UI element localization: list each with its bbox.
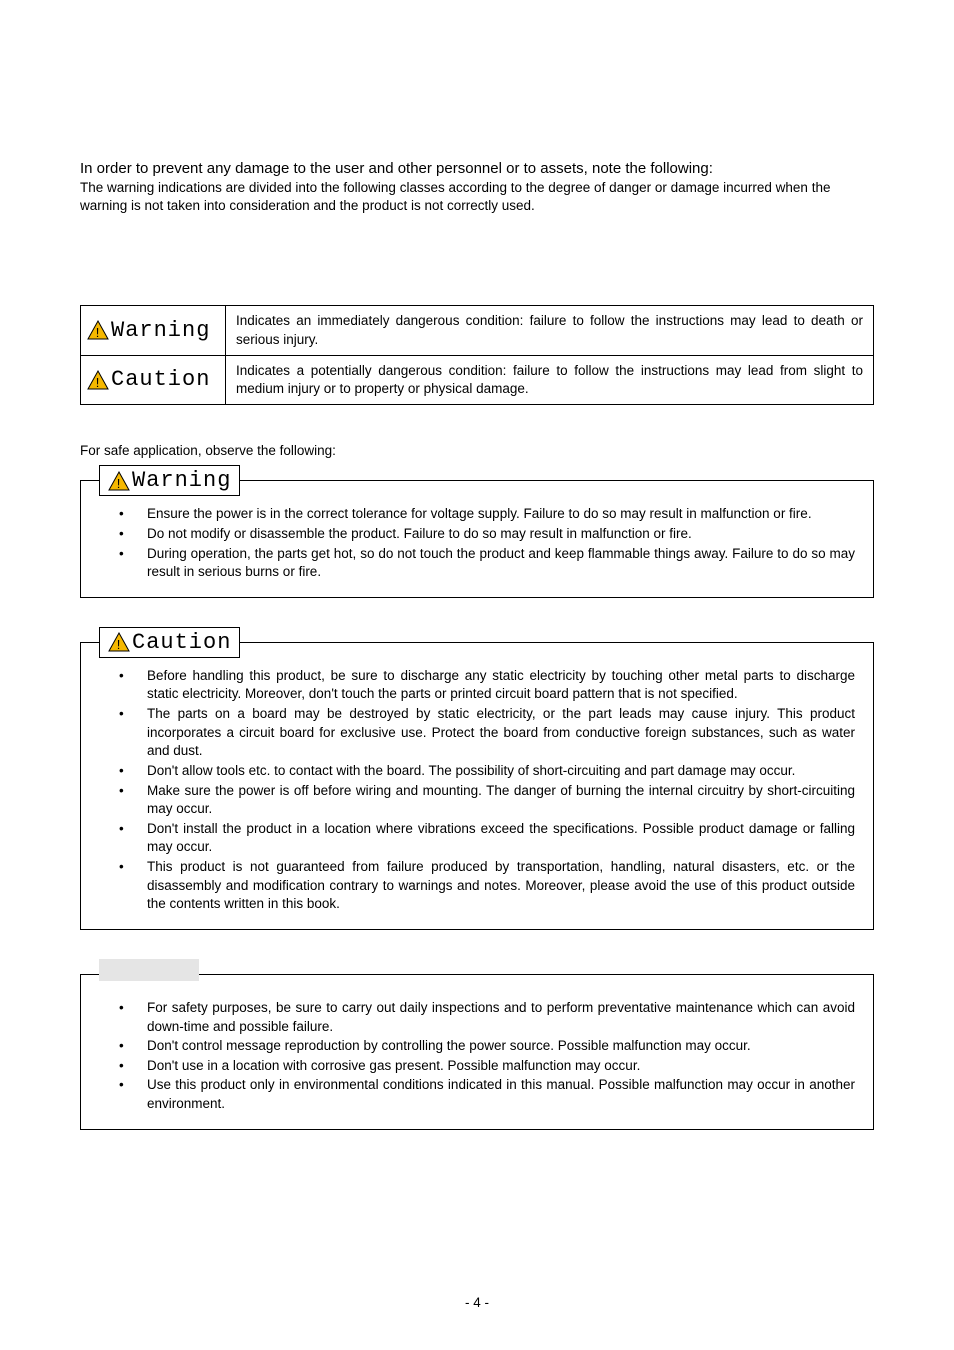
warning-label-text: Warning bbox=[111, 316, 210, 346]
intro-heading: In order to prevent any damage to the us… bbox=[80, 160, 874, 177]
caution-desc-cell: Indicates a potentially dangerous condit… bbox=[226, 355, 874, 404]
list-item: Don't use in a location with corrosive g… bbox=[147, 1057, 855, 1076]
warning-box-heading-text: Warning bbox=[132, 468, 231, 493]
definitions-table: ! Warning Indicates an immediately dange… bbox=[80, 305, 874, 405]
list-item: Make sure the power is off before wiring… bbox=[147, 782, 855, 819]
caution-triangle-icon: ! bbox=[108, 632, 130, 652]
list-item: Do not modify or disassemble the product… bbox=[147, 525, 855, 544]
warning-list: Ensure the power is in the correct toler… bbox=[99, 505, 855, 582]
caution-label-cell: ! Caution bbox=[81, 355, 226, 404]
svg-text:!: ! bbox=[117, 476, 122, 491]
intro-subtext: The warning indications are divided into… bbox=[80, 179, 874, 215]
list-item: This product is not guaranteed from fail… bbox=[147, 858, 855, 914]
caution-box-heading-text: Caution bbox=[132, 630, 231, 655]
caution-box-header: ! Caution bbox=[99, 627, 240, 658]
svg-text:!: ! bbox=[96, 375, 101, 390]
list-item: Don't control message reproduction by co… bbox=[147, 1037, 855, 1056]
note-box: For safety purposes, be sure to carry ou… bbox=[80, 974, 874, 1130]
note-box-header bbox=[99, 959, 199, 981]
svg-text:!: ! bbox=[117, 637, 122, 652]
page-container: In order to prevent any damage to the us… bbox=[0, 0, 954, 1350]
page-number: - 4 - bbox=[0, 1295, 954, 1310]
warning-triangle-icon: ! bbox=[108, 471, 130, 491]
list-item: For safety purposes, be sure to carry ou… bbox=[147, 999, 855, 1036]
warning-box-header: ! Warning bbox=[99, 465, 240, 496]
caution-list: Before handling this product, be sure to… bbox=[99, 667, 855, 914]
list-item: Use this product only in environmental c… bbox=[147, 1076, 855, 1113]
table-row: ! Caution Indicates a potentially danger… bbox=[81, 355, 874, 404]
caution-triangle-icon: ! bbox=[87, 370, 109, 390]
warning-label-cell: ! Warning bbox=[81, 306, 226, 355]
warning-triangle-icon: ! bbox=[87, 320, 109, 340]
note-list: For safety purposes, be sure to carry ou… bbox=[99, 999, 855, 1114]
list-item: Before handling this product, be sure to… bbox=[147, 667, 855, 704]
caution-label-text: Caution bbox=[111, 365, 210, 395]
warning-box: ! Warning Ensure the power is in the cor… bbox=[80, 480, 874, 598]
table-row: ! Warning Indicates an immediately dange… bbox=[81, 306, 874, 355]
list-item: The parts on a board may be destroyed by… bbox=[147, 705, 855, 761]
list-item: Don't allow tools etc. to contact with t… bbox=[147, 762, 855, 781]
list-item: During operation, the parts get hot, so … bbox=[147, 545, 855, 582]
list-item: Don't install the product in a location … bbox=[147, 820, 855, 857]
warning-desc-cell: Indicates an immediately dangerous condi… bbox=[226, 306, 874, 355]
svg-text:!: ! bbox=[96, 325, 101, 340]
observe-text: For safe application, observe the follow… bbox=[80, 443, 874, 458]
caution-box: ! Caution Before handling this product, … bbox=[80, 642, 874, 930]
list-item: Ensure the power is in the correct toler… bbox=[147, 505, 855, 524]
